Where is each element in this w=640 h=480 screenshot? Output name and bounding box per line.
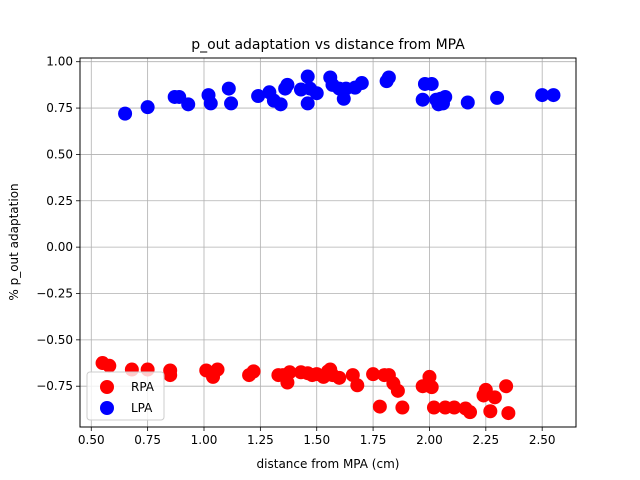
x-tick-label: 1.50 [303,433,330,447]
lpa-point [424,76,439,91]
x-tick-label: 1.75 [360,433,387,447]
x-tick-label: 0.50 [78,433,105,447]
y-axis-ticks: −0.75 −0.50 −0.25 0.00 0.25 0.50 0.75 1.00 [36,55,80,393]
rpa-point [501,406,516,421]
rpa-point [102,358,117,373]
lpa-point [118,106,133,121]
y-tick-label: −0.50 [36,333,73,347]
x-tick-label: 2.50 [529,433,556,447]
lpa-point [203,96,218,111]
y-tick-label: −0.25 [36,286,73,300]
rpa-point [282,365,297,380]
rpa-point [483,404,498,419]
rpa-point [366,367,381,382]
lpa-point [309,86,324,101]
lpa-point [381,70,396,85]
plot-frame [79,57,577,428]
lpa-point [300,69,315,84]
lpa-point [251,89,266,104]
rpa-point [390,383,405,398]
x-tick-label: 1.00 [191,433,218,447]
rpa-point [426,400,441,415]
legend: RPA LPA [86,371,165,421]
y-tick-label: 0.00 [46,240,73,254]
legend-label-lpa: LPA [131,401,153,415]
rpa-point [499,379,514,394]
lpa-point [280,77,295,92]
grid [80,58,576,427]
legend-marker-rpa [100,380,114,394]
rpa-point [395,400,410,415]
rpa-point [246,364,261,379]
lpa-point [415,92,430,107]
data-points [95,69,561,421]
lpa-point [460,95,475,110]
x-tick-label: 0.75 [134,433,161,447]
rpa-point [332,370,347,385]
x-tick-label: 2.25 [472,433,499,447]
rpa-point [424,380,439,395]
y-tick-label: −0.75 [36,379,73,393]
lpa-point [300,96,315,111]
x-axis-ticks: 0.50 0.75 1.00 1.25 1.50 1.75 2.00 2.25 2.50 [78,427,556,447]
lpa-point [181,97,196,112]
y-axis-label: % p_out adaptation [7,183,21,300]
chart-title: p_out adaptation vs distance from MPA [191,37,465,53]
rpa-point [372,399,387,414]
legend-label-rpa: RPA [131,380,155,394]
lpa-point [490,90,505,105]
rpa-point [447,400,462,415]
lpa-point [140,100,155,115]
lpa-point [224,96,239,111]
rpa-point [210,362,225,377]
lpa-point [438,89,453,104]
lpa-point [273,97,288,112]
legend-marker-lpa [100,401,114,415]
rpa-point [463,405,478,420]
lpa-point [535,88,550,103]
x-axis-label: distance from MPA (cm) [257,457,400,471]
lpa-point [354,76,369,91]
x-tick-label: 2.00 [416,433,443,447]
rpa-point [163,368,178,383]
lpa-point [221,81,236,96]
y-tick-label: 0.75 [46,101,73,115]
x-tick-label: 1.25 [247,433,274,447]
y-tick-label: 0.50 [46,147,73,161]
lpa-point [546,88,561,103]
rpa-point [487,390,502,405]
y-tick-label: 0.25 [46,194,73,208]
rpa-point [350,378,365,393]
y-tick-label: 1.00 [46,55,73,69]
